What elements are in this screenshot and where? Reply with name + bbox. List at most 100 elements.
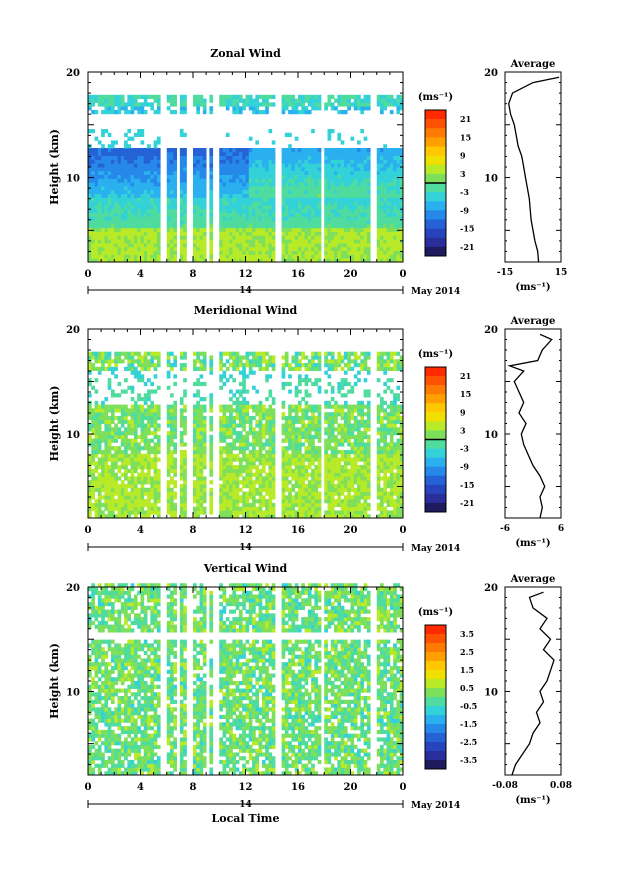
heatmap-cell (343, 212, 348, 217)
heatmap-cell (271, 419, 276, 424)
heatmap-cell (156, 110, 161, 115)
heatmap-cell (248, 351, 253, 356)
heatmap-cell (156, 483, 161, 489)
heatmap-cell (317, 186, 322, 191)
heatmap-cell (110, 370, 115, 375)
heatmap-cell (383, 155, 387, 160)
heatmap-cell (114, 258, 118, 263)
heatmap-cell (363, 193, 368, 198)
heatmap-cell (120, 408, 125, 413)
heatmap-cell (353, 197, 358, 202)
heatmap-cell (104, 155, 109, 160)
heatmap-cell (88, 427, 92, 432)
heatmap-cell (196, 472, 200, 477)
heatmap-cell (183, 155, 187, 160)
heatmap-cell (304, 250, 309, 255)
heatmap-cell (265, 208, 269, 213)
heatmap-cell (353, 239, 358, 244)
heatmap-cell (147, 449, 151, 455)
heatmap-cell (166, 453, 171, 458)
heatmap-cell (271, 140, 276, 145)
heatmap-cell (288, 438, 292, 443)
heatmap-cell (179, 110, 184, 115)
heatmap-cell (143, 355, 148, 360)
heatmap-cell (261, 502, 266, 508)
heatmap-cell (117, 220, 122, 225)
heatmap-cell (252, 227, 256, 232)
heatmap-cell (386, 182, 391, 187)
heatmap-cell (219, 457, 223, 462)
heatmap-cell (324, 155, 328, 160)
heatmap-cell (94, 110, 99, 115)
heatmap-cell (156, 438, 161, 443)
heatmap-cell (343, 205, 348, 210)
heatmap-cell (330, 163, 335, 168)
heatmap-cell (114, 189, 118, 194)
heatmap-cell (140, 431, 145, 436)
heatmap-cell (110, 483, 115, 489)
heatmap-cell (130, 370, 135, 375)
heatmap-cell (130, 151, 135, 156)
heatmap-cell (324, 258, 328, 263)
heatmap-cell (383, 189, 387, 194)
heatmap-cell (199, 446, 204, 451)
heatmap-cell (199, 205, 204, 210)
heatmap-cell (265, 449, 269, 455)
heatmap-cell (271, 159, 276, 164)
heatmap-cell (229, 208, 233, 213)
heatmap-cell (209, 400, 214, 405)
heatmap-cell (153, 197, 158, 202)
heatmap-cell (133, 374, 138, 379)
heatmap-cell (225, 239, 230, 244)
heatmap-cell (88, 366, 92, 371)
heatmap-cell (386, 174, 391, 179)
heatmap-cell (235, 476, 240, 481)
heatmap-cell (94, 170, 99, 175)
heatmap-cell (127, 502, 132, 508)
heatmap-cell (311, 212, 315, 217)
heatmap-cell (301, 491, 305, 496)
heatmap-cell (147, 465, 151, 470)
heatmap-cell (153, 193, 158, 198)
heatmap-cell (340, 94, 345, 99)
heatmap-cell (183, 197, 187, 202)
heatmap-cell (137, 239, 141, 244)
heatmap-cell (110, 224, 115, 229)
heatmap-cell (337, 258, 342, 263)
heatmap-cell (311, 506, 315, 511)
heatmap-cell (314, 434, 319, 440)
heatmap-cell (353, 178, 358, 183)
heatmap-cell (288, 174, 292, 179)
heatmap-cell (242, 457, 246, 462)
heatmap-cell (232, 378, 237, 383)
heatmap-cell (225, 378, 230, 383)
heatmap-cell (360, 208, 365, 213)
heatmap-cell (389, 246, 394, 251)
heatmap-cell (173, 419, 177, 424)
heatmap-cell (179, 461, 184, 466)
heatmap-cell (219, 404, 223, 409)
heatmap-cell (238, 178, 243, 183)
heatmap-cell (222, 193, 227, 198)
heatmap-cell (179, 510, 184, 515)
heatmap-cell (301, 250, 305, 255)
heatmap-cell (301, 510, 305, 515)
heatmap-cell (179, 472, 184, 477)
heatmap-cell (196, 419, 200, 424)
heatmap-cell (265, 159, 269, 164)
heatmap-cell (337, 163, 342, 168)
heatmap-cell (357, 197, 361, 202)
heatmap-cell (202, 98, 207, 103)
heatmap-cell (202, 363, 207, 368)
heatmap-cell (334, 254, 338, 259)
heatmap-cell (173, 510, 177, 515)
heatmap-cell (235, 148, 240, 153)
heatmap-cell (219, 220, 223, 225)
heatmap-cell (281, 502, 286, 508)
heatmap-cell (179, 106, 184, 111)
heatmap-cell (137, 408, 141, 413)
heatmap-cell (334, 243, 338, 248)
heatmap-cell (314, 254, 319, 259)
heatmap-cell (222, 174, 227, 179)
heatmap-cell (196, 453, 200, 458)
